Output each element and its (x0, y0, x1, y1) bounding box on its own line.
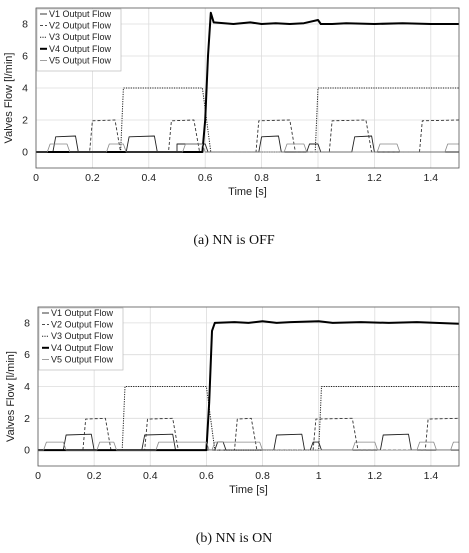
x-tick-label: 1.2 (367, 470, 382, 482)
legend-label-v4: V4 Output Flow (51, 343, 114, 353)
x-tick-label: 1 (316, 470, 322, 482)
legend-label-v2: V2 Output Flow (49, 21, 112, 31)
x-tick-label: 0 (35, 470, 41, 482)
legend-label-v1: V1 Output Flow (51, 308, 114, 318)
x-tick-label: 0.8 (255, 470, 270, 482)
legend-label-v4: V4 Output Flow (49, 44, 112, 54)
x-tick-label: 0.4 (143, 470, 158, 482)
y-tick-label: 4 (24, 381, 30, 393)
y-tick-label: 6 (22, 51, 28, 63)
y-tick-label: 4 (22, 83, 28, 95)
series-line-v5 (38, 441, 459, 451)
series-line-v2 (38, 417, 459, 451)
legend-label-v3: V3 Output Flow (49, 32, 112, 42)
plot-frame (35, 7, 460, 169)
x-tick-label: 0.6 (198, 172, 213, 184)
y-axis-label: Valves Flow [l/min] (3, 53, 15, 144)
y-tick-label: 2 (24, 413, 30, 425)
legend-label-v5: V5 Output Flow (51, 354, 114, 364)
legend-box (36, 8, 122, 72)
legend-label-v1: V1 Output Flow (49, 9, 112, 19)
x-tick-label: 0.2 (85, 172, 100, 184)
x-axis-label: Time [s] (228, 186, 267, 198)
x-tick-label: 0 (33, 172, 39, 184)
legend-label-v2: V2 Output Flow (51, 320, 114, 330)
x-tick-label: 1.4 (423, 172, 438, 184)
y-tick-label: 8 (22, 19, 28, 31)
x-axis-label: Time [s] (229, 484, 268, 496)
legend-label-v3: V3 Output Flow (51, 331, 114, 341)
plot-frame (37, 306, 460, 467)
chart-nn-on: 0 0.2 0.4 0.6 0.8 1 1.2 1.4 0 2 4 6 8 Time [s] Valves … (5, 306, 460, 496)
y-tick-label: 0 (22, 147, 28, 159)
chart-nn-off: 0 0.2 0.4 0.6 0.8 1 1.2 1.4 0 2 4 6 8 Time [s] Valves … (3, 7, 460, 198)
y-tick-label: 0 (24, 445, 30, 457)
y-tick-label: 8 (24, 317, 30, 329)
x-tick-label: 0.2 (87, 470, 102, 482)
caption-a: (a) NN is OFF (193, 233, 274, 248)
legend-label-v5: V5 Output Flow (49, 55, 112, 65)
x-tick-label: 1 (315, 172, 321, 184)
legend-box (38, 307, 124, 371)
x-tick-label: 0.6 (199, 470, 214, 482)
series-line-v5 (36, 143, 459, 153)
x-tick-label: 0.8 (254, 172, 269, 184)
series-line-v4 (36, 11, 459, 153)
y-tick-label: 2 (22, 115, 28, 127)
series-line-v4 (38, 320, 459, 452)
caption-b: (b) NN is ON (196, 531, 273, 546)
y-axis-label: Valves Flow [l/min] (5, 351, 17, 442)
series-line-v3 (36, 87, 459, 153)
x-tick-label: 1.4 (424, 470, 439, 482)
x-tick-label: 0.4 (141, 172, 156, 184)
y-tick-label: 6 (24, 349, 30, 361)
x-tick-label: 1.2 (367, 172, 382, 184)
